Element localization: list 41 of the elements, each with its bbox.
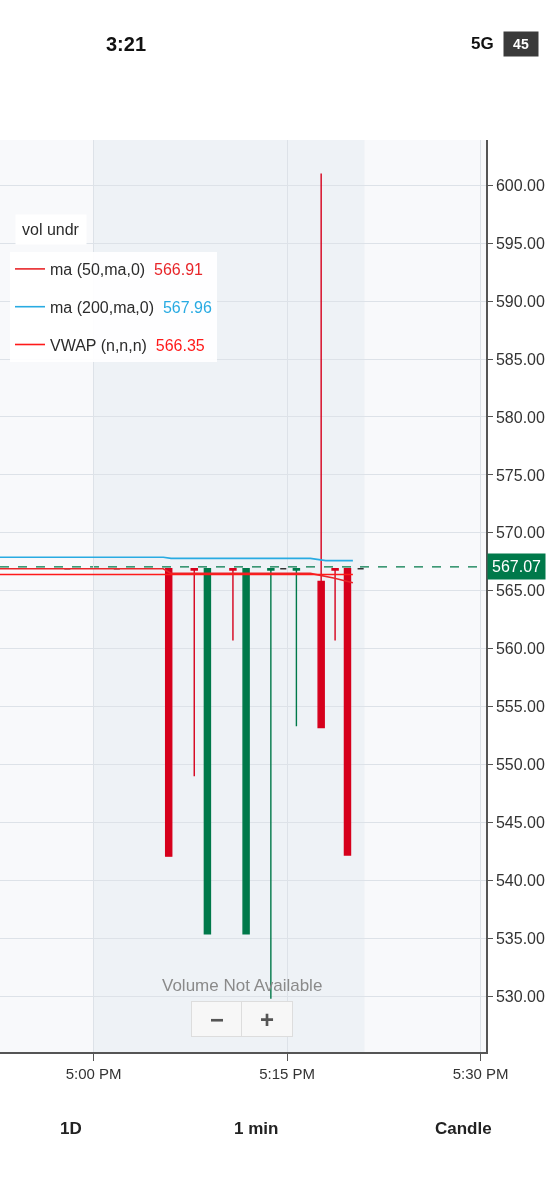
y-tick-label: 560.00: [495, 640, 545, 658]
y-tick-label: 585.00: [495, 350, 545, 368]
y-tick-label: 555.00: [495, 698, 545, 716]
y-tick-label: 580.00: [495, 408, 545, 426]
text: 45: [513, 36, 529, 52]
annotation: +: [259, 1005, 275, 1033]
legend-label: VWAP (n,n,n): [50, 336, 147, 354]
y-tick-label: 535.00: [495, 930, 545, 948]
ref-line-label: 567.07: [492, 558, 542, 575]
text: 1D: [60, 1119, 82, 1138]
annotation: vol undr: [22, 221, 80, 238]
text: 1 min: [234, 1119, 279, 1138]
y-tick-label: 550.00: [495, 756, 545, 774]
x-tick-label: 5:30 PM: [452, 1064, 509, 1082]
y-tick-label: 590.00: [495, 292, 545, 310]
line-series: [0, 567, 354, 584]
candlestick: [229, 568, 237, 642]
y-tick-label: 600.00: [495, 176, 545, 194]
annotation: 566.91: [154, 261, 204, 279]
candlestick: [190, 568, 198, 777]
annotation: 566.35: [155, 336, 205, 354]
y-tick-label: 540.00: [495, 872, 545, 890]
y-tick-label: 595.00: [495, 234, 545, 252]
y-tick-label: 530.00: [495, 987, 545, 1005]
x-tick-label: 5:00 PM: [65, 1064, 122, 1082]
legend-label: ma (200,ma,0): [50, 298, 155, 316]
annotation: 567.96: [162, 298, 212, 316]
candlestick: [331, 568, 339, 642]
candlestick: [343, 568, 352, 856]
y-tick-label: 575.00: [495, 466, 545, 484]
text: Candle: [435, 1119, 492, 1138]
y-tick-label: 565.00: [495, 582, 545, 600]
annotation: −: [209, 1005, 225, 1033]
y-tick-label: 570.00: [495, 524, 545, 542]
candlestick: [164, 568, 173, 857]
text: 3:21: [106, 33, 147, 55]
x-tick-label: 5:15 PM: [259, 1064, 316, 1082]
candlestick: [317, 172, 325, 729]
legend-label: ma (50,ma,0): [50, 261, 146, 279]
y-tick-label: 545.00: [495, 814, 545, 832]
text: 5G: [471, 34, 494, 53]
